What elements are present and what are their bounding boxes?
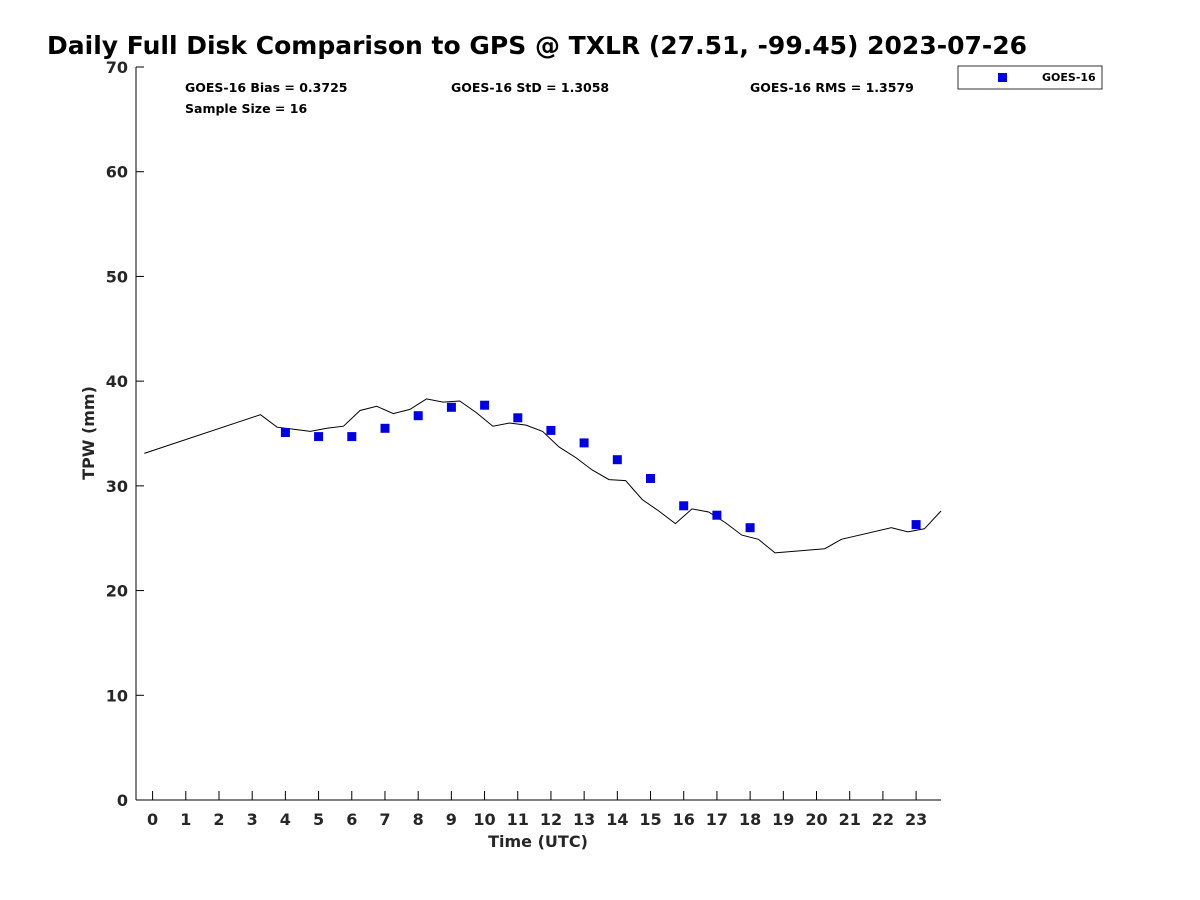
data-point-goes-16 [513,413,523,423]
axes [135,67,941,801]
x-tick-label: 18 [739,810,761,829]
data-point-goes-16 [612,455,622,465]
chart-title: Daily Full Disk Comparison to GPS @ TXLR… [47,31,1027,60]
y-tick-label: 50 [106,267,128,286]
y-tick-label: 70 [106,58,128,77]
data-point-goes-16 [280,428,290,437]
x-tick-label: 23 [905,810,927,829]
x-tick-label: 7 [379,810,390,829]
x-tick-label: 6 [346,810,357,829]
data-point-goes-16 [679,501,689,511]
y-tick-label: 40 [106,372,128,391]
x-tick-label: 1 [180,810,191,829]
x-tick-label: 16 [673,810,695,829]
series-line-0 [144,398,942,554]
x-tick-label: 0 [147,810,158,829]
x-axis-label: Time (UTC) [488,832,588,851]
data-point-goes-16 [413,411,423,421]
data-point-goes-16 [712,510,722,520]
data-point-goes-16 [446,402,456,412]
data-point-goes-16 [347,432,357,442]
y-tick-label: 30 [106,477,128,496]
x-tick-label: 15 [639,810,661,829]
stat-sample-size: Sample Size = 16 [185,101,307,116]
y-axis-label: TPW (mm) [79,386,98,480]
stat-rms: GOES-16 RMS = 1.3579 [750,80,914,95]
y-tick-label: 0 [117,791,128,810]
data-point-goes-16 [314,432,324,442]
x-tick-label: 17 [706,810,728,829]
x-tick-label: 3 [247,810,258,829]
x-tick-label: 21 [839,810,861,829]
data-point-goes-16 [745,523,755,533]
x-axis-ticks: 0 1 2 3 4 5 6 7 8 9 10 11 12 13 14 15 16 17 18 19 20 21 22 23 [147,791,927,829]
data-point-goes-16 [911,520,921,530]
x-tick-label: 14 [606,810,628,829]
legend-marker-goes-16 [998,73,1007,82]
x-tick-label: 20 [805,810,827,829]
x-tick-label: 4 [280,810,291,829]
x-tick-label: 8 [413,810,424,829]
y-axis-ticks: 0 10 20 30 40 50 60 70 [106,58,144,810]
x-tick-label: 2 [213,810,224,829]
data-point-goes-16 [380,423,390,433]
stat-std: GOES-16 StD = 1.3058 [451,80,609,95]
x-tick-label: 12 [540,810,562,829]
x-tick-label: 22 [872,810,894,829]
y-tick-label: 20 [106,582,128,601]
x-tick-label: 19 [772,810,794,829]
y-tick-label: 60 [106,163,128,182]
stat-bias: GOES-16 Bias = 0.3725 [185,80,347,95]
data-point-goes-16 [579,438,589,448]
x-tick-label: 11 [507,810,529,829]
y-tick-label: 10 [106,686,128,705]
legend: GOES-16 [957,65,1103,90]
x-tick-label: 9 [446,810,457,829]
x-tick-label: 10 [473,810,495,829]
legend-label-goes-16: GOES-16 [1042,71,1096,84]
data-point-goes-16 [480,400,490,410]
x-tick-label: 13 [573,810,595,829]
x-tick-label: 5 [313,810,324,829]
plot-area [144,398,942,554]
data-point-goes-16 [546,425,556,435]
legend-box [957,65,1103,90]
data-point-goes-16 [646,474,655,483]
